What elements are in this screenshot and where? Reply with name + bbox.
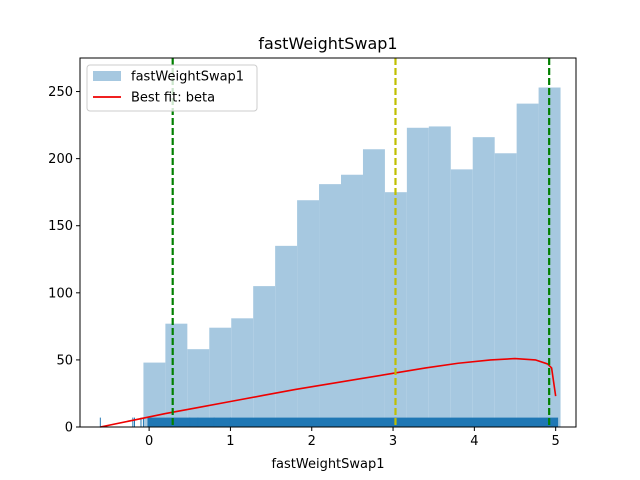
chart-title: fastWeightSwap1: [258, 34, 397, 53]
x-axis-label: fastWeightSwap1: [271, 457, 384, 472]
histogram-bar: [275, 245, 298, 427]
x-tick-label: 1: [226, 434, 234, 449]
histogram-bar: [362, 149, 385, 427]
histogram-bar: [472, 137, 495, 427]
x-axis: 0 1 2 3 4 5: [145, 427, 560, 449]
y-tick-label: 150: [48, 219, 73, 234]
histogram-bar: [187, 349, 210, 427]
legend-label: fastWeightSwap1: [131, 70, 244, 85]
x-tick-label: 0: [145, 434, 153, 449]
histogram-bar: [516, 103, 539, 427]
y-axis: 0 50 100 150 200 250: [48, 85, 80, 436]
x-tick-label: 5: [552, 434, 560, 449]
y-tick-label: 50: [56, 353, 73, 368]
histogram-bar: [209, 327, 232, 427]
y-tick-label: 200: [48, 152, 73, 167]
legend-swatch: [93, 71, 121, 81]
histogram-bar: [253, 286, 276, 427]
x-tick-label: 4: [470, 434, 478, 449]
histogram-bar: [428, 126, 451, 427]
plot-area: [79, 57, 577, 428]
y-tick-label: 100: [48, 286, 73, 301]
legend-label: Best fit: beta: [131, 91, 215, 106]
histogram-bar: [341, 174, 363, 427]
histogram-bar: [406, 127, 429, 428]
histogram-bar: [494, 153, 517, 427]
histogram-bar: [231, 318, 254, 427]
rug-band: [147, 417, 559, 427]
legend: fastWeightSwap1 Best fit: beta: [86, 64, 258, 112]
legend-box: [86, 64, 258, 112]
x-tick-label: 2: [308, 434, 316, 449]
histogram-bar: [319, 184, 342, 427]
histogram-bar: [297, 200, 320, 427]
axes-frame: [79, 57, 577, 428]
y-tick-label: 250: [48, 85, 73, 100]
histogram-bar: [538, 87, 561, 428]
x-tick-label: 3: [389, 434, 397, 449]
histogram-bar: [143, 362, 166, 427]
y-tick-label: 0: [65, 421, 73, 436]
fit-curve-line: [100, 357, 557, 428]
histogram-bar: [450, 169, 473, 427]
histogram-bar: [165, 323, 188, 427]
